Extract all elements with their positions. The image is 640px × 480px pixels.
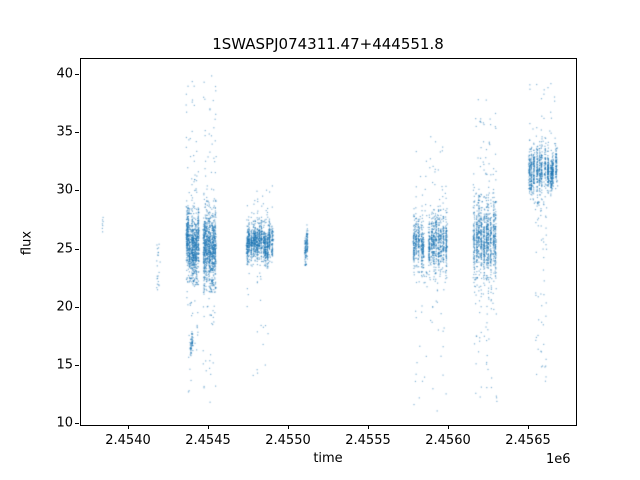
y-tick-label: 20 bbox=[56, 299, 73, 315]
y-tick bbox=[75, 248, 79, 250]
x-tick-label: 2.4540 bbox=[105, 433, 151, 448]
y-tick-label: 15 bbox=[56, 357, 73, 373]
axes-frame bbox=[80, 58, 577, 426]
x-axis-label: time bbox=[313, 451, 343, 466]
x-tick bbox=[448, 425, 449, 429]
y-tick-label: 35 bbox=[56, 124, 73, 140]
y-tick-label: 10 bbox=[56, 415, 73, 431]
y-tick bbox=[75, 423, 79, 425]
x-tick-label: 2.4545 bbox=[185, 433, 231, 448]
x-tick bbox=[208, 425, 209, 429]
y-tick bbox=[75, 365, 79, 367]
y-tick-label: 30 bbox=[56, 182, 73, 198]
y-tick bbox=[75, 73, 79, 75]
x-tick bbox=[288, 425, 289, 429]
y-tick-label: 25 bbox=[56, 241, 73, 257]
y-tick bbox=[75, 190, 79, 192]
x-tick bbox=[368, 425, 369, 429]
y-tick bbox=[75, 132, 79, 134]
x-axis-offset-label: 1e6 bbox=[546, 452, 571, 467]
x-tick-label: 2.4555 bbox=[345, 433, 391, 448]
x-tick bbox=[128, 425, 129, 429]
x-tick-label: 2.4560 bbox=[425, 433, 471, 448]
x-tick-label: 2.4550 bbox=[265, 433, 311, 448]
y-axis-label: flux bbox=[19, 230, 35, 256]
x-tick-label: 2.4565 bbox=[505, 433, 551, 448]
chart-title: 1SWASPJ074311.47+444551.8 bbox=[212, 35, 444, 53]
y-tick bbox=[75, 306, 79, 308]
y-tick-label: 40 bbox=[56, 66, 73, 82]
x-tick bbox=[528, 425, 529, 429]
